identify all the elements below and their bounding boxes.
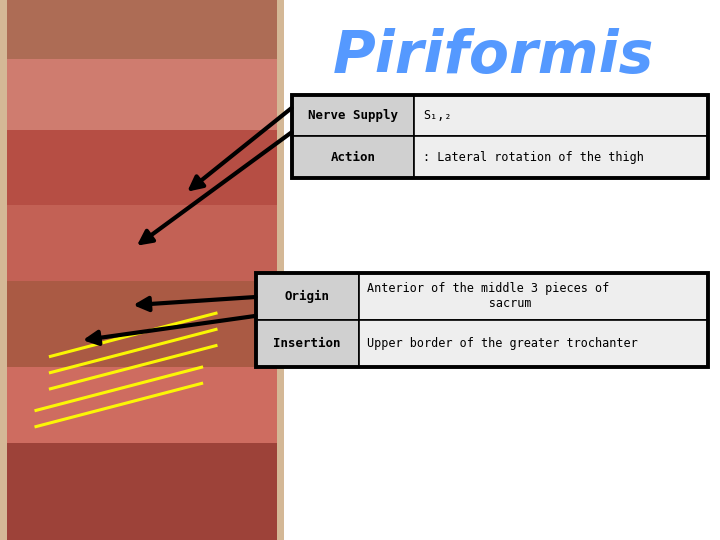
Bar	[0, 0, 284, 540]
Bar	[359, 273, 708, 320]
Bar	[292, 137, 415, 178]
Bar	[256, 320, 359, 367]
Bar	[7, 281, 277, 367]
Text: Action: Action	[330, 151, 376, 164]
Text: Nerve Supply: Nerve Supply	[308, 109, 398, 122]
Bar	[7, 59, 277, 130]
Text: Insertion: Insertion	[274, 337, 341, 350]
Bar	[7, 205, 277, 281]
Bar	[7, 0, 277, 59]
Text: S₁,₂: S₁,₂	[423, 109, 451, 122]
Bar	[359, 320, 708, 367]
Text: Origin: Origin	[284, 290, 330, 303]
Text: : Lateral rotation of the thigh: : Lateral rotation of the thigh	[423, 151, 644, 164]
Bar	[415, 94, 708, 137]
Bar	[256, 273, 708, 367]
Bar	[7, 367, 277, 443]
Bar	[292, 94, 415, 137]
Bar	[7, 443, 277, 540]
Text: Piriformis: Piriformis	[333, 28, 654, 85]
Bar	[415, 137, 708, 178]
Bar	[256, 273, 359, 320]
Text: Upper border of the greater trochanter: Upper border of the greater trochanter	[367, 337, 638, 350]
Text: Anterior of the middle 3 pieces of
      sacrum: Anterior of the middle 3 pieces of sacru…	[367, 282, 610, 310]
Bar	[7, 130, 277, 205]
Bar	[292, 94, 708, 178]
